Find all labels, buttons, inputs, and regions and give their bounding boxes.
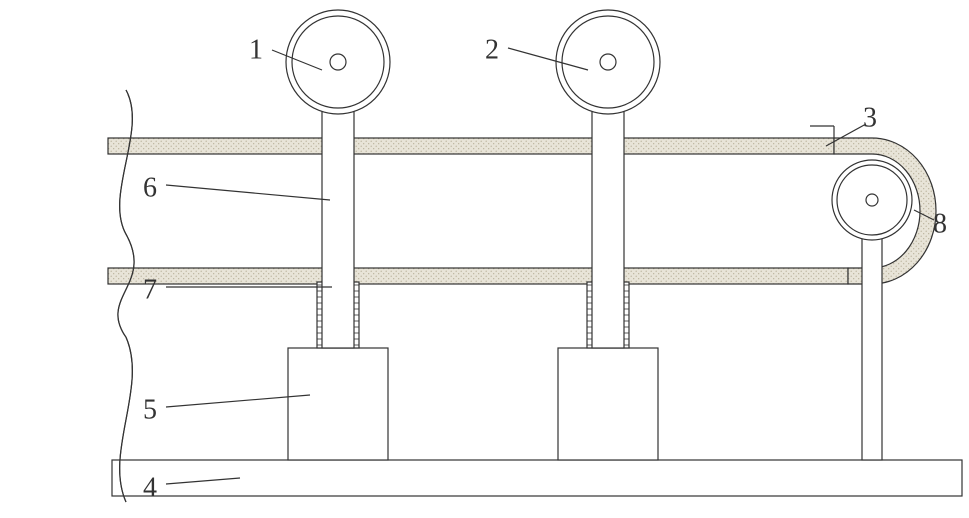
label-n4: 4: [143, 472, 157, 503]
pedestal-right: [558, 348, 658, 460]
label-n6: 6: [143, 172, 157, 203]
wheel-right: [556, 10, 660, 114]
label-n8: 8: [933, 208, 947, 239]
label-n7: 7: [143, 274, 157, 305]
label-n3: 3: [863, 102, 877, 133]
end-wheel: [832, 160, 912, 240]
label-n5: 5: [143, 394, 157, 425]
belt-bottom: [108, 268, 848, 284]
label-n1: 1: [249, 34, 263, 65]
leader-n6: [166, 185, 330, 200]
belt-top: [108, 138, 834, 154]
pedestal-left: [288, 348, 388, 460]
label-n2: 2: [485, 34, 499, 65]
break-mask: [0, 0, 106, 518]
